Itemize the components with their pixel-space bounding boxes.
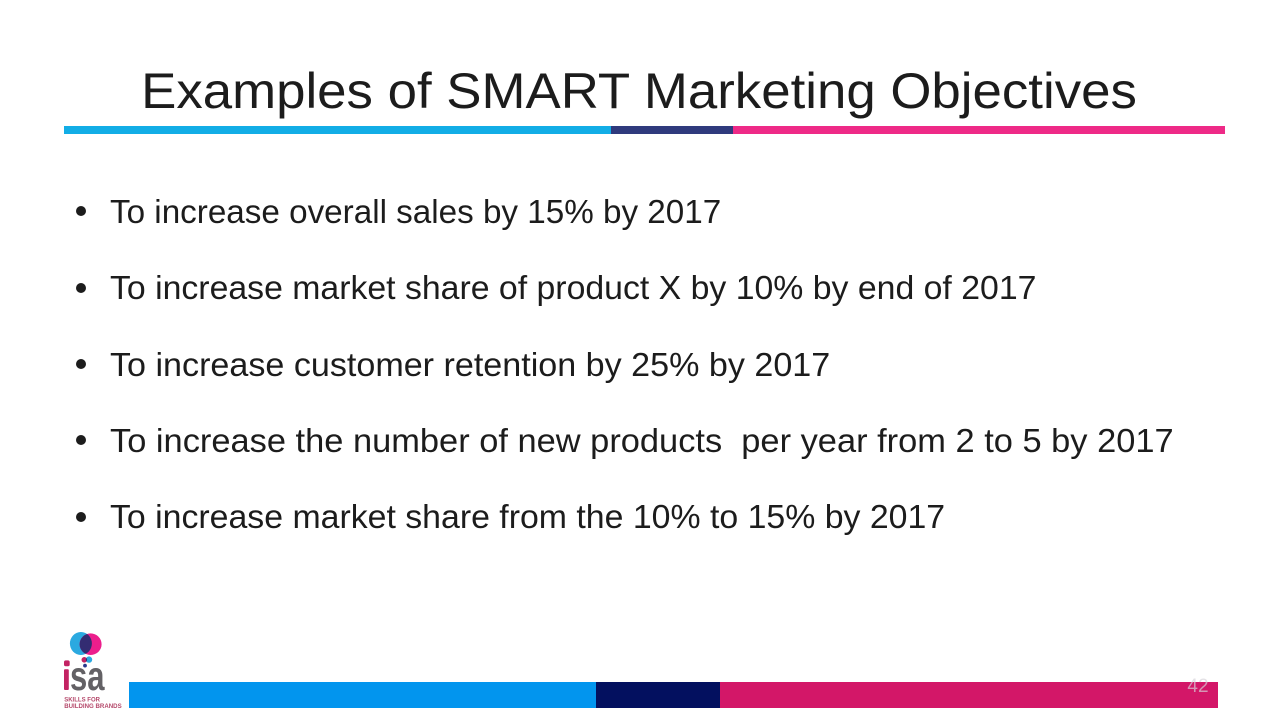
svg-text:BUILDING BRANDS: BUILDING BRANDS — [64, 703, 122, 710]
svg-text:SKILLS FOR: SKILLS FOR — [64, 697, 100, 704]
svg-text:sa: sa — [70, 653, 105, 699]
